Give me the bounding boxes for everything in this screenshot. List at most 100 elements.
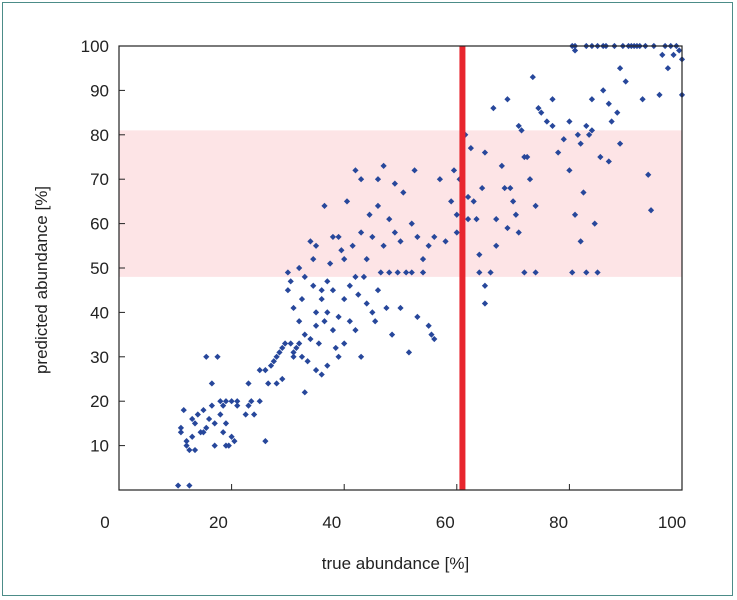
data-point [245,402,252,409]
data-point [580,189,587,196]
data-point [549,122,556,130]
data-point [425,322,432,329]
data-point [518,127,525,134]
data-point [186,446,193,454]
data-point [380,242,387,249]
y-tick-label: 30 [90,348,109,367]
data-point [183,438,190,445]
data-point [490,105,497,112]
data-point [335,353,342,360]
data-point [383,304,390,312]
data-point [493,242,500,249]
data-point [670,51,677,58]
data-point [276,349,283,356]
x-tick-label: 60 [436,513,455,532]
data-point [597,153,604,161]
data-point [374,287,382,294]
data-point [301,273,308,280]
data-point [369,233,376,241]
data-point [262,367,269,374]
data-point [222,420,230,427]
data-point [577,140,584,147]
data-point [321,318,328,325]
data-point [349,242,356,249]
data-point [329,327,337,334]
data-point [479,184,486,192]
data-point [242,411,249,418]
data-point [397,304,404,312]
data-point [352,327,359,334]
data-point [656,91,663,98]
data-point [332,344,339,352]
data-point [481,300,489,307]
data-point [476,269,483,276]
data-point [504,96,511,103]
data-point [183,442,190,449]
data-point [296,318,303,325]
data-point [234,398,241,405]
data-point [310,256,317,263]
data-point [521,269,528,276]
data-point [386,269,393,276]
data-point [335,313,342,320]
data-point [357,229,365,236]
data-point [203,424,210,431]
data-point [321,202,328,209]
data-point [405,349,413,356]
data-point [476,251,483,258]
x-tick-label: 100 [658,513,686,532]
x-tick-label: 40 [322,513,341,532]
data-point [189,433,196,440]
data-point [493,216,500,223]
data-point [200,406,207,414]
data-point [453,229,460,236]
data-point [208,402,215,409]
data-point [659,51,666,58]
x-tick-label: 0 [100,513,109,532]
data-point [388,331,396,338]
data-point [507,184,514,192]
data-point [324,278,331,285]
data-point [355,291,362,298]
data-point [501,184,508,192]
data-point [676,47,683,54]
data-point [431,335,438,343]
data-point [357,353,365,360]
data-point [279,375,286,383]
data-point [304,358,311,365]
data-point [428,331,435,338]
data-point [515,229,522,236]
data-point [191,420,199,427]
x-tick-label: 80 [549,513,568,532]
data-point [571,211,579,218]
data-point [512,211,520,218]
data-point [464,193,472,201]
data-point [267,362,275,369]
data-point [191,446,199,454]
data-point [248,398,255,405]
data-point [532,202,539,209]
data-point [298,353,306,360]
data-point [566,118,573,125]
data-point [346,318,353,325]
data-point [324,362,331,369]
data-point [487,269,494,276]
data-point [419,269,427,276]
data-point [391,180,398,187]
data-point [442,238,449,245]
data-point [538,109,545,116]
data-point [175,482,182,489]
x-axis-ticks: 0 20 40 60 80 100 [100,484,686,532]
data-point [363,300,370,307]
data-point [614,109,621,116]
data-point [569,269,576,276]
data-point [583,269,590,276]
data-point [177,424,185,431]
data-point [273,353,280,360]
data-point [535,105,542,112]
data-point [360,273,368,280]
data-point [425,242,432,249]
data-point [180,406,187,414]
y-tick-label: 20 [90,392,109,411]
